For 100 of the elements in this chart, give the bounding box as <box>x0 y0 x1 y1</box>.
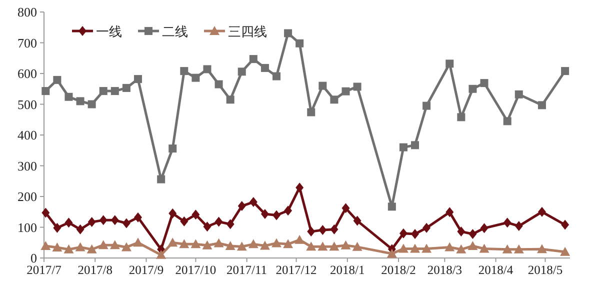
point <box>284 29 292 38</box>
point <box>168 208 177 218</box>
point <box>329 242 340 251</box>
point <box>330 224 338 234</box>
point <box>110 215 119 226</box>
point <box>514 90 523 98</box>
point <box>284 206 292 216</box>
point <box>134 212 142 222</box>
point <box>260 240 270 250</box>
point <box>411 141 420 150</box>
point <box>294 234 305 244</box>
legend-label: 二线 <box>162 24 188 39</box>
point <box>214 216 223 227</box>
point <box>238 68 246 76</box>
point <box>238 201 246 212</box>
point <box>190 239 201 248</box>
point <box>446 60 454 68</box>
point <box>480 79 488 88</box>
point <box>318 225 327 236</box>
point <box>422 102 431 110</box>
point <box>411 229 420 240</box>
point <box>306 242 316 251</box>
point <box>192 210 200 220</box>
point <box>342 203 350 214</box>
x-tick-label: 2017/10 <box>175 263 216 277</box>
y-tick-label: 700 <box>18 35 37 50</box>
point <box>249 197 258 208</box>
point <box>503 117 512 126</box>
point <box>561 67 570 76</box>
point <box>260 64 269 72</box>
point <box>353 82 362 91</box>
y-tick-label: 400 <box>18 128 37 142</box>
x-tick-label: 2017/7 <box>26 263 62 277</box>
point <box>422 244 432 253</box>
point <box>99 215 108 226</box>
point <box>260 209 269 220</box>
point <box>422 222 431 233</box>
x-tick-label: 2018/3 <box>427 263 462 277</box>
point <box>226 96 234 104</box>
x-tick-label: 2017/12 <box>276 263 317 277</box>
point <box>202 240 212 250</box>
point <box>192 74 200 82</box>
point <box>53 76 62 84</box>
y-tick-label: 800 <box>18 4 37 20</box>
point <box>318 242 328 251</box>
point <box>342 87 350 96</box>
point <box>52 242 62 252</box>
point <box>318 82 327 90</box>
point <box>76 97 84 106</box>
point <box>122 218 130 228</box>
point <box>561 220 570 230</box>
point <box>42 208 50 218</box>
point <box>236 242 247 251</box>
point <box>296 182 304 193</box>
y-tick-label: 0 <box>30 250 37 266</box>
point <box>225 241 236 250</box>
point <box>168 238 178 247</box>
y-tick-label: 200 <box>18 189 37 204</box>
point <box>456 244 466 254</box>
x-tick-label: 2017/9 <box>128 263 164 277</box>
legend-label: 三四线 <box>228 24 267 39</box>
point <box>502 244 512 254</box>
y-tick-label: 100 <box>18 220 37 235</box>
point <box>307 108 316 116</box>
point <box>64 218 73 228</box>
point <box>468 229 477 240</box>
point <box>64 244 74 254</box>
point <box>444 242 455 252</box>
point <box>538 101 546 110</box>
point <box>214 238 224 248</box>
y-tick-label: 600 <box>18 66 37 81</box>
point <box>110 87 119 96</box>
point <box>168 144 177 153</box>
x-tick-label: 2018/1 <box>330 263 365 277</box>
point <box>203 222 212 232</box>
point <box>536 244 547 254</box>
point <box>98 240 108 250</box>
point <box>42 87 50 96</box>
point <box>179 239 190 248</box>
point <box>307 226 316 237</box>
point <box>283 239 294 248</box>
point <box>40 241 51 250</box>
legend-label: 一线 <box>96 24 122 39</box>
point <box>468 84 477 93</box>
point <box>180 67 188 76</box>
point <box>248 239 258 248</box>
point <box>410 244 420 253</box>
y-tick-label: 500 <box>18 96 37 112</box>
point <box>226 219 234 230</box>
point <box>446 207 454 218</box>
point <box>398 244 408 253</box>
x-tick-label: 2017/8 <box>78 263 112 277</box>
point <box>330 96 338 104</box>
point <box>538 206 546 217</box>
point <box>122 84 130 92</box>
x-tick-label: 2018/5 <box>528 263 563 277</box>
point <box>132 238 143 247</box>
point <box>249 55 258 64</box>
point <box>479 244 490 253</box>
point <box>468 241 478 250</box>
